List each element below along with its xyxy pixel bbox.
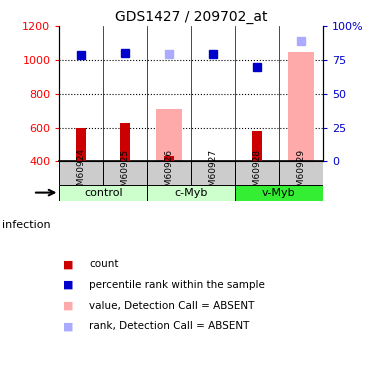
Bar [288,53,314,161]
Text: ■: ■ [63,301,73,310]
Bar [147,184,235,201]
Bar [147,161,191,184]
Bar [59,161,103,184]
Bar [156,109,182,161]
Text: rank, Detection Call = ABSENT: rank, Detection Call = ABSENT [89,321,249,331]
Bar [76,128,86,161]
Text: GSM60924: GSM60924 [77,148,86,198]
Bar [279,161,323,184]
Text: GSM60927: GSM60927 [209,148,217,198]
Text: v-Myb: v-Myb [262,188,296,198]
Bar [164,156,174,161]
Text: count: count [89,260,119,269]
Text: GSM60928: GSM60928 [252,148,262,198]
Text: ■: ■ [63,321,73,331]
Bar [252,131,262,161]
Text: infection: infection [2,220,50,230]
Text: GSM60929: GSM60929 [296,148,305,198]
Bar [191,161,235,184]
Text: GSM60925: GSM60925 [121,148,130,198]
Bar [103,161,147,184]
Title: GDS1427 / 209702_at: GDS1427 / 209702_at [115,10,267,24]
Text: percentile rank within the sample: percentile rank within the sample [89,280,265,290]
Text: control: control [84,188,122,198]
Text: c-Myb: c-Myb [174,188,208,198]
Text: value, Detection Call = ABSENT: value, Detection Call = ABSENT [89,301,255,310]
Bar [235,161,279,184]
Text: ■: ■ [63,280,73,290]
Bar [59,184,147,201]
Text: GSM60926: GSM60926 [165,148,174,198]
Bar [235,184,323,201]
Text: ■: ■ [63,260,73,269]
Bar [120,123,130,161]
